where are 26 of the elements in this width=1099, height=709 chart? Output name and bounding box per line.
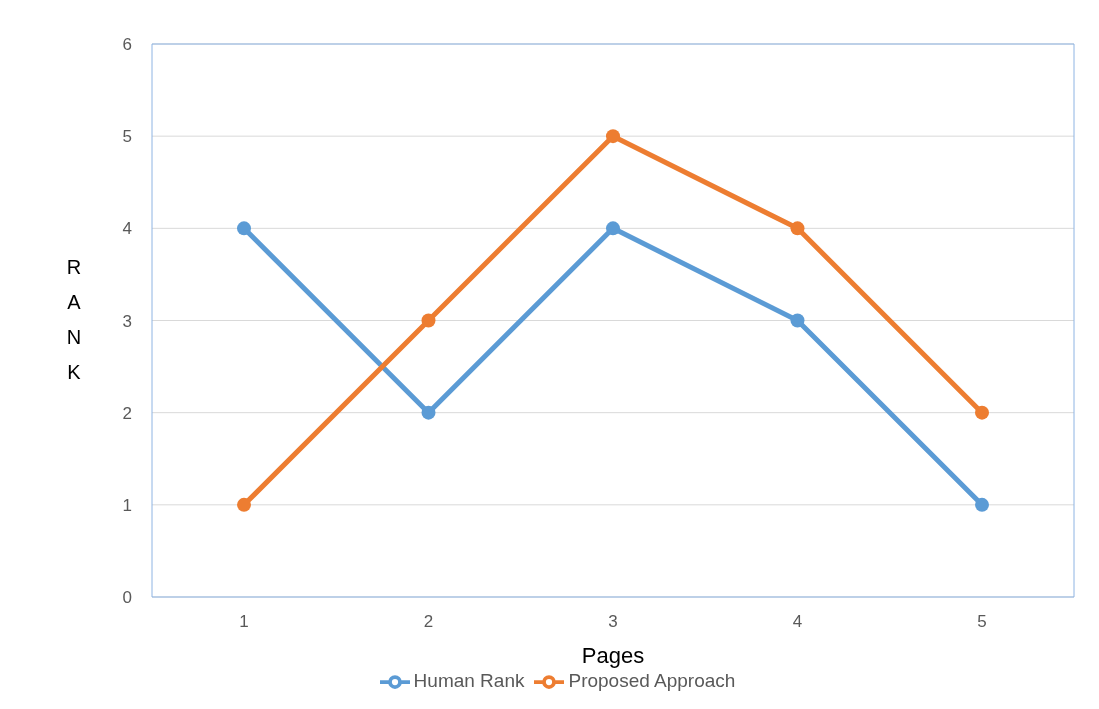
legend-label: Human Rank xyxy=(413,670,525,692)
legend-label: Proposed Approach xyxy=(568,670,736,692)
x-tick-label: 3 xyxy=(608,612,618,632)
x-tick-label: 4 xyxy=(792,612,803,632)
y-tick-label: 4 xyxy=(122,219,132,239)
point xyxy=(790,221,805,236)
y-tick-label: 1 xyxy=(122,495,132,515)
y-tick-label: 3 xyxy=(122,311,132,331)
point xyxy=(421,405,436,420)
y-axis-title: RANK xyxy=(66,256,82,383)
y-tick-label: 6 xyxy=(122,35,132,55)
point xyxy=(237,497,251,512)
point xyxy=(975,405,989,420)
y-tick-label: 2 xyxy=(122,403,132,423)
y-tick-label: 0 xyxy=(122,588,132,608)
point xyxy=(421,313,436,328)
x-tick-label: 5 xyxy=(977,612,987,632)
point xyxy=(606,221,620,236)
x-tick-label: 1 xyxy=(239,612,249,632)
point xyxy=(975,497,989,512)
point xyxy=(237,221,251,236)
y-tick-label: 5 xyxy=(122,127,132,147)
x-tick-label: 2 xyxy=(423,612,434,632)
point xyxy=(790,313,805,328)
point xyxy=(606,129,620,144)
x-axis-title: Pages xyxy=(581,643,645,668)
